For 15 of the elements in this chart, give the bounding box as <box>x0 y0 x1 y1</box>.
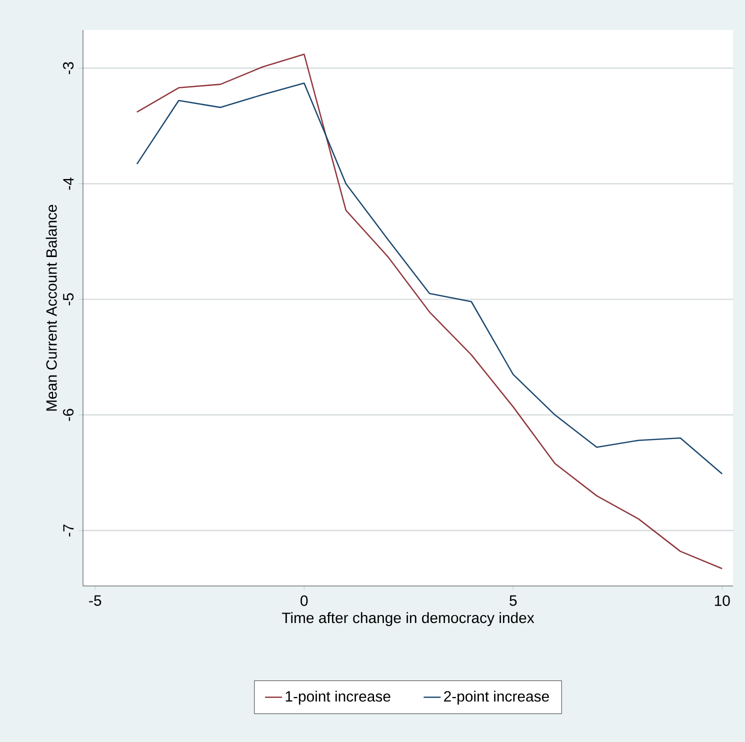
legend-label: 2-point increase <box>444 690 549 705</box>
x-tick-label: 0 <box>300 595 308 606</box>
x-tick-label: 5 <box>510 595 517 606</box>
y-tick-label: -5 <box>63 293 74 306</box>
x-tick-label: -5 <box>89 595 102 606</box>
y-tick-label: -7 <box>63 524 74 536</box>
line-series <box>136 54 723 570</box>
x-axis-title: Time after change in democracy index <box>282 612 534 626</box>
x-tick-label: 10 <box>714 595 730 606</box>
y-axis-title: Mean Current Account Balance <box>46 204 57 411</box>
line-series <box>136 82 723 475</box>
y-tick-label: -3 <box>62 62 74 74</box>
y-tick-label: -6 <box>62 408 74 421</box>
y-tick-label: -4 <box>63 178 74 190</box>
legend-label: 1-point increase <box>286 690 390 705</box>
